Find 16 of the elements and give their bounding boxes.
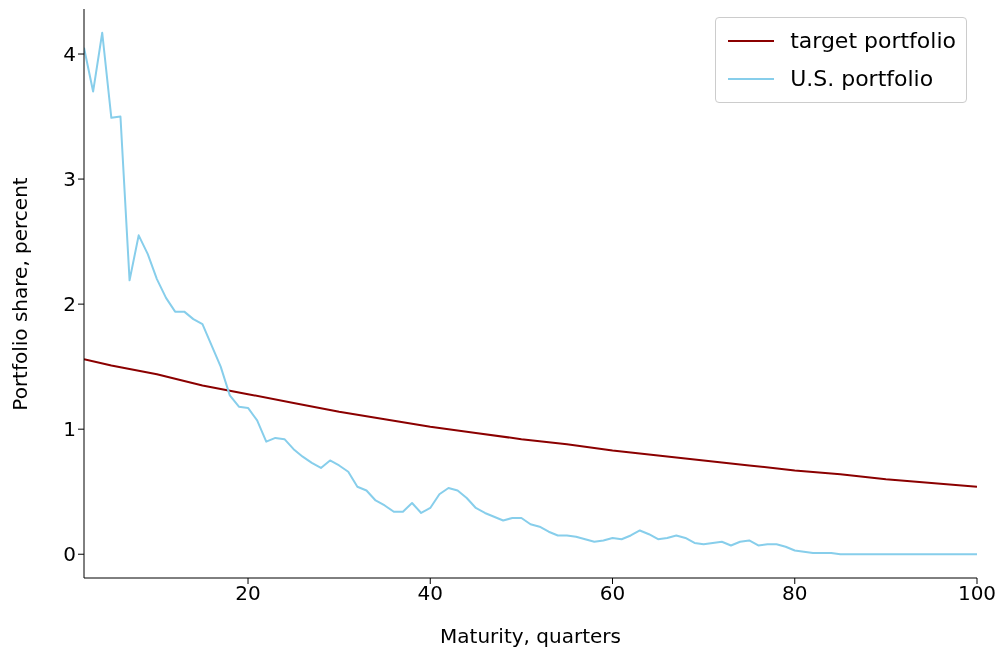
y-axis-title: Portfolio share, percent [8,176,32,411]
y-tick-label: 2 [63,292,76,317]
y-tick-label: 3 [63,167,76,192]
y-tick-label: 1 [63,417,76,442]
x-tick-label: 20 [235,581,261,606]
legend-label: U.S. portfolio [790,65,934,93]
x-tick-label: 40 [417,581,443,606]
line-series [84,358,977,488]
y-tick-label: 0 [63,542,76,567]
y-tick-label: 4 [63,42,76,67]
x-tick-label: 80 [782,581,808,606]
x-tick-label: 60 [599,581,626,606]
line-series [84,31,977,556]
legend-label: target portfolio [790,27,956,55]
x-tick-label: 100 [957,581,997,606]
x-axis-title: Maturity, quarters [439,624,622,648]
